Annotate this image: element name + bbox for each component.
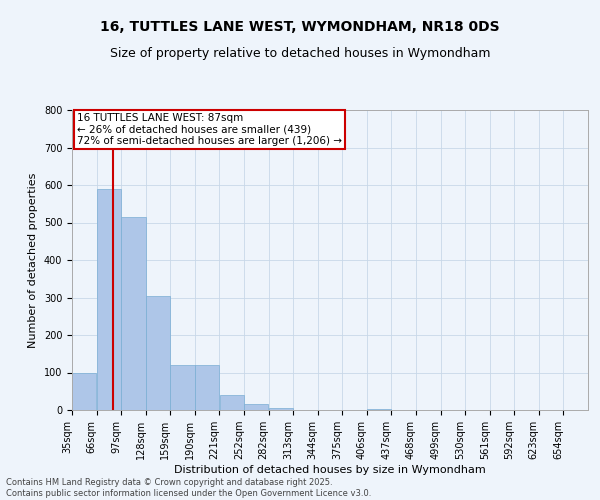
Text: 16, TUTTLES LANE WEST, WYMONDHAM, NR18 0DS: 16, TUTTLES LANE WEST, WYMONDHAM, NR18 0…: [100, 20, 500, 34]
Bar: [97, 188, 121, 410]
Bar: [195, 365, 220, 410]
Bar: [121, 217, 146, 410]
Bar: [72, 372, 97, 410]
Bar: [269, 408, 293, 410]
Text: Size of property relative to detached houses in Wymondham: Size of property relative to detached ho…: [110, 48, 490, 60]
Bar: [170, 365, 195, 410]
Bar: [220, 395, 244, 410]
Text: Contains HM Land Registry data © Crown copyright and database right 2025.
Contai: Contains HM Land Registry data © Crown c…: [6, 478, 371, 498]
Y-axis label: Number of detached properties: Number of detached properties: [28, 172, 38, 348]
X-axis label: Distribution of detached houses by size in Wymondham: Distribution of detached houses by size …: [174, 465, 486, 475]
Bar: [244, 404, 268, 410]
Bar: [367, 409, 391, 410]
Bar: [146, 296, 170, 410]
Text: 16 TUTTLES LANE WEST: 87sqm
← 26% of detached houses are smaller (439)
72% of se: 16 TUTTLES LANE WEST: 87sqm ← 26% of det…: [77, 113, 342, 146]
